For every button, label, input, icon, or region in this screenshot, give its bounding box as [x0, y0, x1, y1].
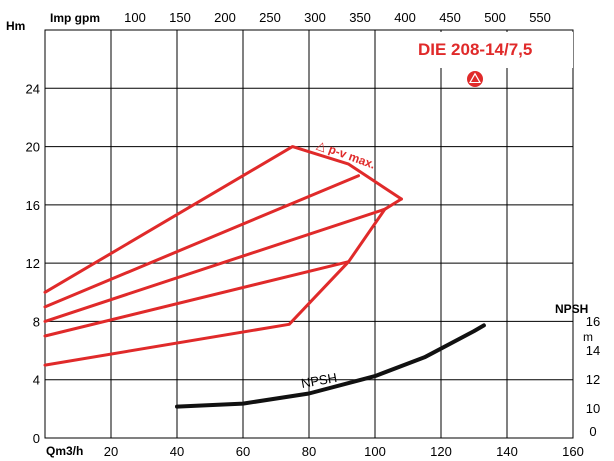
x-tick-label: 140	[496, 444, 518, 459]
y-tick-label: 12	[26, 256, 40, 271]
x-tick-label: 20	[104, 444, 118, 459]
y-tick-label: 0	[33, 431, 40, 446]
x-tick-label: 80	[302, 444, 316, 459]
top-tick-label: 450	[439, 10, 461, 25]
grid	[44, 29, 574, 439]
npsh-curve-label: NPSH	[300, 370, 338, 391]
right-tick-label: 10	[586, 401, 600, 416]
top-tick-label: 250	[259, 10, 281, 25]
right-tick-label: 0	[589, 424, 596, 439]
performance-curve-4	[43, 260, 351, 338]
x-tick-label: 100	[364, 444, 386, 459]
performance-curve-1	[43, 145, 403, 294]
top-tick-label: 100	[124, 10, 146, 25]
x-tick-label: 60	[236, 444, 250, 459]
performance-curve-3	[43, 207, 387, 323]
performance-curve-2	[43, 174, 360, 309]
y-tick-label: 4	[33, 373, 40, 388]
right-tick-label: 14	[586, 343, 600, 358]
right-axis-label: NPSH	[555, 302, 588, 316]
top-tick-label: 150	[169, 10, 191, 25]
npsh-curve	[175, 323, 486, 409]
y-tick-label: 20	[26, 140, 40, 155]
top-tick-label: 300	[304, 10, 326, 25]
top-tick-label: 400	[394, 10, 416, 25]
y-tick-label: 8	[33, 314, 40, 329]
x-axis-label: Qm3/h	[46, 444, 83, 458]
top-tick-label: 350	[349, 10, 371, 25]
top-tick-label: 500	[484, 10, 506, 25]
performance-curves	[43, 145, 486, 409]
top-tick-label: 550	[529, 10, 551, 25]
x-tick-label: 120	[430, 444, 452, 459]
right-axis-unit: m	[583, 330, 593, 344]
chart-title: DIE 208-14/7,5	[418, 40, 532, 59]
title-background	[405, 32, 573, 68]
top-tick-label: 200	[214, 10, 236, 25]
y-tick-label: 24	[26, 81, 40, 96]
y-axis-label: Hm	[6, 19, 25, 33]
right-tick-label: 16	[586, 314, 600, 329]
x-tick-label: 40	[170, 444, 184, 459]
x-tick-label: 160	[562, 444, 584, 459]
top-axis-label: Imp gpm	[50, 11, 100, 25]
pump-triangle-icon	[467, 71, 483, 87]
right-tick-label: 12	[586, 372, 600, 387]
pv-max-annotation: △ p-v max.	[315, 138, 377, 172]
performance-curve-5	[43, 197, 403, 367]
y-tick-label: 16	[26, 198, 40, 213]
